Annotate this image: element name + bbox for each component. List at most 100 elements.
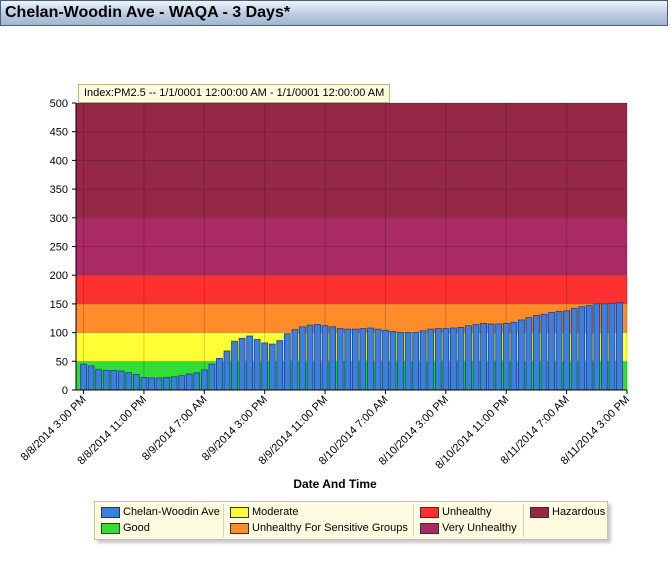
series-bars xyxy=(80,302,623,391)
bar xyxy=(434,328,442,391)
bar xyxy=(155,377,163,391)
x-axis-ticks: 8/8/2014 3:00 PM8/8/2014 11:00 PM8/9/201… xyxy=(19,390,632,472)
bar xyxy=(231,340,238,391)
bar xyxy=(170,376,178,391)
band-unhealthy xyxy=(76,275,627,304)
bar xyxy=(80,363,87,391)
bar xyxy=(419,330,427,391)
bar xyxy=(601,303,608,391)
legend-divider xyxy=(413,504,414,537)
y-tick-label: 350 xyxy=(50,184,68,196)
legend-label: Hazardous xyxy=(552,506,606,518)
bar xyxy=(616,302,623,391)
legend-label: Chelan-Woodin Ave xyxy=(123,506,220,518)
bar xyxy=(457,327,465,391)
bar xyxy=(148,377,155,391)
legend-label: Moderate xyxy=(252,506,299,518)
bar xyxy=(540,313,548,391)
bar xyxy=(133,374,140,391)
legend-label: Unhealthy xyxy=(442,506,492,518)
bar xyxy=(533,314,540,391)
x-axis-title: Date And Time xyxy=(293,477,377,491)
bar xyxy=(223,350,231,391)
aqi-chart: 0 50 100 150 200 250 300 350 400 450 500 8/8/2014 … xyxy=(19,98,632,472)
bar xyxy=(570,308,578,391)
legend-label: Very Unhealthy xyxy=(442,522,517,534)
bar xyxy=(216,358,223,391)
legend-swatch xyxy=(530,507,549,518)
bar xyxy=(397,332,404,391)
bar xyxy=(299,326,306,391)
bar xyxy=(608,302,616,391)
bar xyxy=(336,328,344,391)
bar xyxy=(200,369,208,391)
bar xyxy=(555,310,563,391)
bar xyxy=(465,325,472,391)
x-tick-label: 8/8/2014 11:00 PM xyxy=(75,394,149,468)
bar xyxy=(525,317,533,391)
y-tick-label: 500 xyxy=(50,98,68,110)
bar xyxy=(261,342,269,391)
bar xyxy=(95,368,102,391)
legend-swatch xyxy=(101,507,120,518)
bar xyxy=(306,324,314,391)
y-tick-label: 50 xyxy=(56,356,68,368)
legend-label: Good xyxy=(123,522,150,534)
bar xyxy=(351,328,359,391)
bar xyxy=(246,335,253,391)
legend-swatch xyxy=(420,523,439,534)
bar xyxy=(178,375,186,391)
bar xyxy=(427,328,435,391)
x-tick-label: 8/9/2014 7:00 AM xyxy=(140,394,209,463)
bar xyxy=(185,373,193,391)
bar xyxy=(389,331,397,391)
bar xyxy=(450,327,457,391)
y-tick-label: 150 xyxy=(50,299,68,311)
bar xyxy=(291,329,299,391)
y-tick-label: 300 xyxy=(50,213,68,225)
legend-divider xyxy=(523,504,524,537)
band-very-unhealthy xyxy=(76,217,627,276)
bar xyxy=(480,323,487,391)
y-axis-ticks: 0 50 100 150 200 250 300 350 400 450 500 xyxy=(50,98,76,397)
y-tick-label: 100 xyxy=(50,328,68,340)
y-tick-label: 0 xyxy=(62,385,68,397)
bar xyxy=(548,312,555,391)
bar xyxy=(102,370,110,391)
bar xyxy=(140,376,148,391)
bar xyxy=(367,327,374,391)
y-tick-label: 250 xyxy=(50,242,68,254)
legend-swatch xyxy=(230,507,249,518)
bar xyxy=(117,370,125,391)
y-tick-label: 400 xyxy=(50,155,68,167)
bar xyxy=(329,326,336,391)
bar xyxy=(585,305,593,391)
bar xyxy=(87,365,95,391)
x-tick-label: 8/11/2014 3:00 PM xyxy=(558,394,632,468)
bar xyxy=(359,328,367,391)
bar xyxy=(404,332,412,391)
bar xyxy=(253,339,261,391)
bar xyxy=(472,324,480,391)
bar xyxy=(374,328,382,391)
bar xyxy=(487,323,495,391)
y-tick-label: 450 xyxy=(50,127,68,139)
bar xyxy=(563,310,570,391)
y-tick-label: 200 xyxy=(50,270,68,282)
legend-divider xyxy=(223,504,224,537)
legend-swatch xyxy=(420,507,439,518)
bar xyxy=(163,376,170,391)
bar xyxy=(268,343,276,391)
bar xyxy=(125,372,133,391)
band-hazardous xyxy=(76,103,627,218)
legend: Chelan-Woodin Ave Good Moderate Unhealth… xyxy=(94,501,608,540)
window-title-bar: Chelan-Woodin Ave - WAQA - 3 Days* xyxy=(0,0,668,26)
window-title: Chelan-Woodin Ave - WAQA - 3 Days* xyxy=(5,4,291,21)
bar xyxy=(321,325,329,391)
x-tick-label: 8/9/2014 3:00 PM xyxy=(200,394,270,464)
bar xyxy=(382,329,389,391)
bar xyxy=(283,333,291,391)
legend-swatch xyxy=(230,523,249,534)
bar xyxy=(110,370,118,391)
bar xyxy=(495,323,503,391)
